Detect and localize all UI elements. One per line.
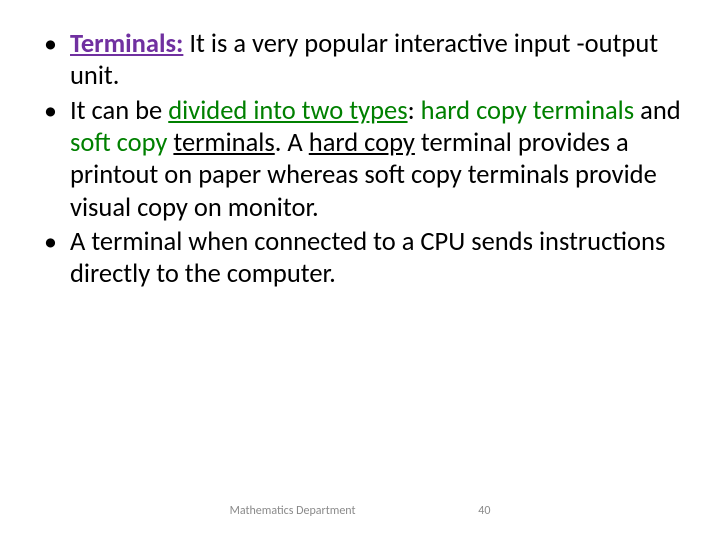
b2-mid1: : xyxy=(408,95,421,127)
footer-page-number: 40 xyxy=(478,504,490,518)
b2-green-underline: divided into two types xyxy=(168,95,407,127)
footer-department: Mathematics Department xyxy=(230,504,356,518)
b2-green1: hard copy terminals xyxy=(421,95,634,127)
b3-text: A terminal when connected to a CPU sends… xyxy=(70,226,665,290)
slide-footer: Mathematics Department 40 xyxy=(0,504,720,518)
terminals-label: Terminals: xyxy=(70,28,183,60)
bullet-list: Terminals: It is a very popular interact… xyxy=(36,28,684,291)
bullet-item-2: It can be divided into two types: hard c… xyxy=(36,95,684,224)
b2-mid2: and xyxy=(634,95,681,127)
b2-u1: terminals xyxy=(173,127,274,159)
b2-green2: soft copy xyxy=(70,127,167,159)
bullet-item-3: A terminal when connected to a CPU sends… xyxy=(36,226,684,291)
bullet-item-1: Terminals: It is a very popular interact… xyxy=(36,28,684,93)
b2-u2: hard copy xyxy=(309,127,415,159)
slide: Terminals: It is a very popular interact… xyxy=(0,0,720,540)
b2-pre: It can be xyxy=(70,95,168,127)
b2-mid4: . A xyxy=(275,127,309,159)
